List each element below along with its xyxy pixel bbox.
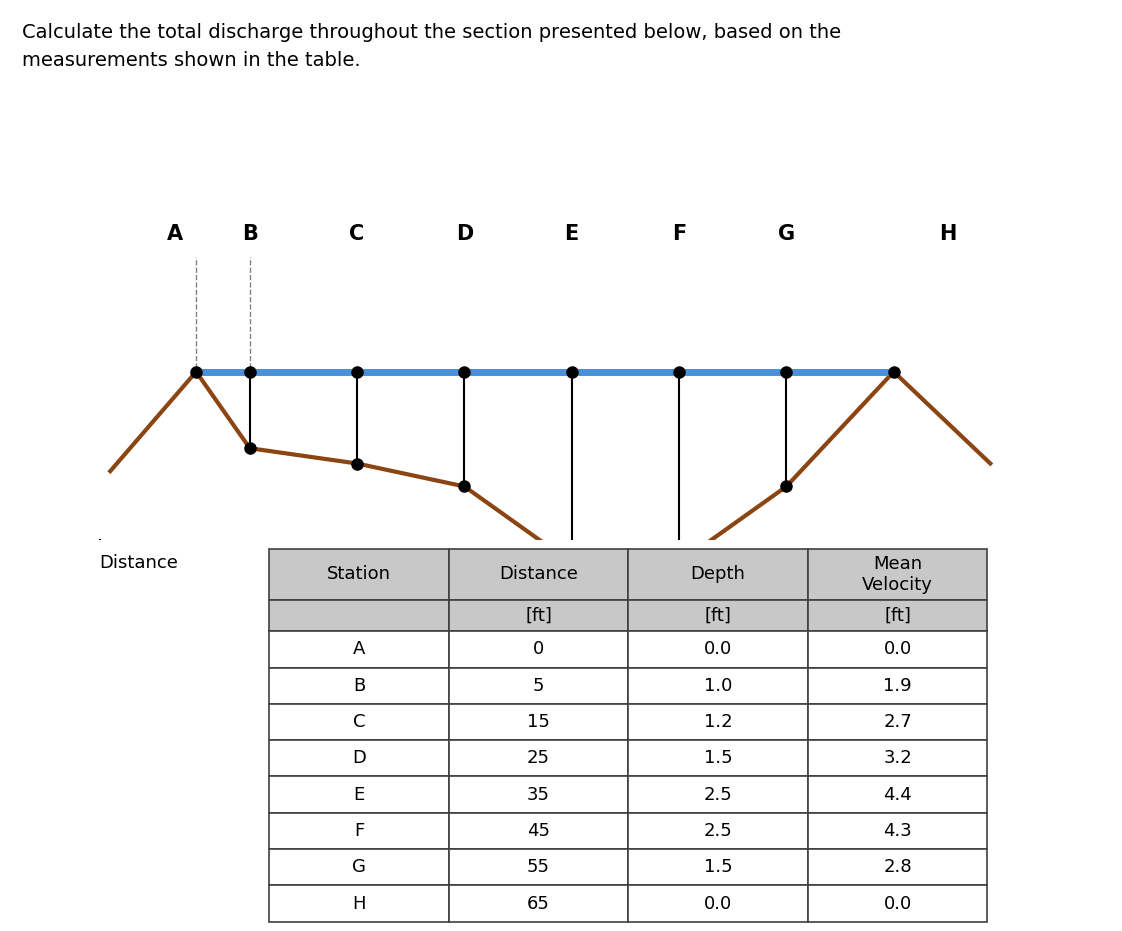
Text: 1.0: 1.0 [703, 677, 733, 695]
Text: 3.2: 3.2 [883, 749, 912, 767]
Bar [628, 849, 808, 885]
Text: 1.5: 1.5 [703, 858, 733, 876]
Bar [269, 549, 449, 600]
Bar [628, 740, 808, 776]
Text: D: D [456, 224, 473, 244]
Text: 0.0: 0.0 [883, 895, 912, 912]
Bar [449, 600, 628, 631]
Text: 55: 55 [527, 858, 550, 876]
Bar [808, 776, 987, 813]
Text: B: B [242, 224, 258, 244]
Bar [449, 631, 628, 668]
Text: Distance: Distance [499, 565, 578, 584]
Text: 25: 25 [527, 749, 550, 767]
Text: 0.0: 0.0 [703, 895, 733, 912]
Text: G: G [352, 858, 366, 876]
Bar [269, 704, 449, 740]
Text: F: F [672, 224, 687, 244]
Bar [449, 740, 628, 776]
Text: C: C [352, 713, 366, 731]
Bar [449, 813, 628, 849]
Text: D: D [352, 749, 366, 767]
Bar [628, 704, 808, 740]
Bar [628, 549, 808, 600]
Bar [449, 885, 628, 922]
Bar [628, 600, 808, 631]
Text: 2.5: 2.5 [703, 822, 733, 840]
Text: 4.3: 4.3 [883, 822, 912, 840]
Bar [808, 813, 987, 849]
Bar [808, 600, 987, 631]
Text: Calculate the total discharge throughout the section presented below, based on t: Calculate the total discharge throughout… [22, 23, 842, 42]
Bar [269, 885, 449, 922]
Text: E: E [353, 786, 365, 803]
Bar [449, 668, 628, 704]
Bar [808, 549, 987, 600]
Text: [ft]: [ft] [884, 606, 911, 625]
Bar [808, 668, 987, 704]
Bar [269, 631, 449, 668]
Bar [628, 885, 808, 922]
Text: Distance: Distance [100, 554, 178, 572]
Text: 2.5: 2.5 [703, 786, 733, 803]
Text: 0: 0 [533, 641, 544, 658]
Text: 35: 35 [527, 786, 550, 803]
Bar [269, 813, 449, 849]
Text: measurements shown in the table.: measurements shown in the table. [22, 51, 361, 70]
Bar [808, 849, 987, 885]
Text: [ft]: [ft] [525, 606, 552, 625]
Text: A: A [166, 224, 183, 244]
Bar [449, 776, 628, 813]
Bar [808, 704, 987, 740]
Text: 65: 65 [527, 895, 550, 912]
Bar [449, 549, 628, 600]
Bar [449, 704, 628, 740]
Bar [269, 740, 449, 776]
Text: 2.7: 2.7 [883, 713, 912, 731]
Text: B: B [353, 677, 365, 695]
Text: 0.0: 0.0 [883, 641, 912, 658]
Text: E: E [564, 224, 579, 244]
Text: H: H [352, 895, 366, 912]
Text: 45: 45 [527, 822, 550, 840]
Text: 15: 15 [527, 713, 550, 731]
Text: H: H [939, 224, 956, 244]
Text: C: C [349, 224, 365, 244]
Text: G: G [778, 224, 795, 244]
Text: 0.0: 0.0 [703, 641, 733, 658]
Text: 2.8: 2.8 [883, 858, 912, 876]
Text: 1.5: 1.5 [703, 749, 733, 767]
Text: [ft]: [ft] [705, 606, 732, 625]
Bar [628, 631, 808, 668]
Text: 1.9: 1.9 [883, 677, 912, 695]
Bar [628, 668, 808, 704]
Bar [269, 776, 449, 813]
Text: Station: Station [327, 565, 392, 584]
Bar [269, 600, 449, 631]
Text: Depth: Depth [691, 565, 745, 584]
Bar [808, 740, 987, 776]
Bar [449, 849, 628, 885]
Text: A: A [352, 641, 366, 658]
Bar [628, 813, 808, 849]
Text: 1.2: 1.2 [703, 713, 733, 731]
Bar [808, 631, 987, 668]
Bar [808, 885, 987, 922]
Bar [628, 776, 808, 813]
Text: 5: 5 [533, 677, 544, 695]
Text: F: F [353, 822, 365, 840]
Bar [269, 849, 449, 885]
Text: 4.4: 4.4 [883, 786, 912, 803]
Bar [269, 668, 449, 704]
Text: Mean
Velocity: Mean Velocity [862, 555, 934, 594]
